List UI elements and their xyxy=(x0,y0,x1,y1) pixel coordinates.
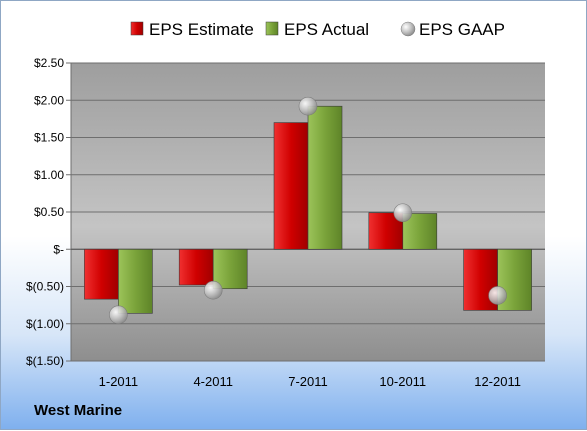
x-tick-label: 12-2011 xyxy=(474,374,521,389)
y-tick-label: $(1.00) xyxy=(26,317,64,331)
x-axis-ticks: 1-2011 4-2011 7-2011 10-2011 12-2011 xyxy=(99,374,521,389)
y-tick-label: $(1.50) xyxy=(26,354,64,368)
y-tick-label: $(0.50) xyxy=(26,280,64,294)
bar-eps-estimate xyxy=(84,248,119,300)
bar-eps-actual xyxy=(307,105,343,250)
legend-label: EPS Actual xyxy=(284,20,369,39)
y-tick-label: $0.50 xyxy=(34,205,64,219)
legend: EPS Estimate EPS Actual EPS GAAP xyxy=(130,20,505,39)
point-eps-gaap xyxy=(203,280,223,300)
point-eps-gaap xyxy=(298,96,318,116)
legend-swatch xyxy=(265,21,279,36)
bar-eps-estimate xyxy=(273,122,309,250)
y-tick-label: $1.50 xyxy=(34,131,64,145)
legend-label: EPS GAAP xyxy=(419,20,505,39)
legend-swatch xyxy=(400,21,416,37)
bars xyxy=(84,105,532,314)
point-eps-gaap xyxy=(109,305,128,325)
point-eps-gaap xyxy=(393,203,413,223)
y-tick-label: $2.50 xyxy=(34,56,64,70)
bar-eps-actual xyxy=(118,248,153,314)
bar-eps-estimate xyxy=(178,248,214,286)
legend-label: EPS Estimate xyxy=(149,20,254,39)
bar-eps-actual xyxy=(212,248,248,290)
x-tick-label: 10-2011 xyxy=(379,374,426,389)
y-tick-label: $2.00 xyxy=(34,93,64,107)
gaap-points xyxy=(109,96,507,325)
x-tick-label: 4-2011 xyxy=(193,374,233,389)
legend-swatch xyxy=(130,21,144,36)
x-tick-label: 7-2011 xyxy=(288,374,328,389)
y-tick-label: $- xyxy=(53,242,64,256)
x-tick-label: 1-2011 xyxy=(99,374,139,389)
point-eps-gaap xyxy=(488,286,507,305)
y-axis-ticks: $2.50 $2.00 $1.50 $1.00 $0.50 $- $(0.50) $(1.00… xyxy=(26,56,64,368)
y-tick-label: $1.00 xyxy=(34,168,64,182)
company-label: West Marine xyxy=(34,402,123,419)
